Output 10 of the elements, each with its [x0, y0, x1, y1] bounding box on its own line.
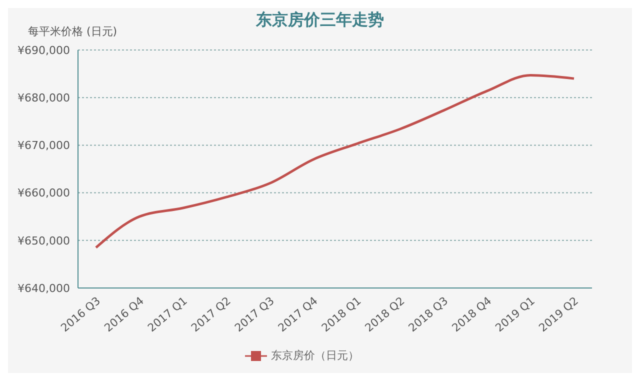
- y-tick-label: ¥670,000: [18, 139, 70, 152]
- line-series: [94, 74, 576, 249]
- y-tick-label: ¥690,000: [18, 44, 70, 57]
- y-tick-label: ¥650,000: [18, 234, 70, 248]
- y-tick-label: ¥660,000: [18, 186, 70, 200]
- y-tick-label: ¥640,000: [18, 282, 70, 295]
- chart-title: 东京房价三年走势: [256, 10, 384, 29]
- y-tick-label: ¥680,000: [18, 92, 70, 105]
- legend-label: 东京房价（日元）: [271, 348, 359, 363]
- y-axis-title: 每平米价格 (日元): [28, 24, 118, 39]
